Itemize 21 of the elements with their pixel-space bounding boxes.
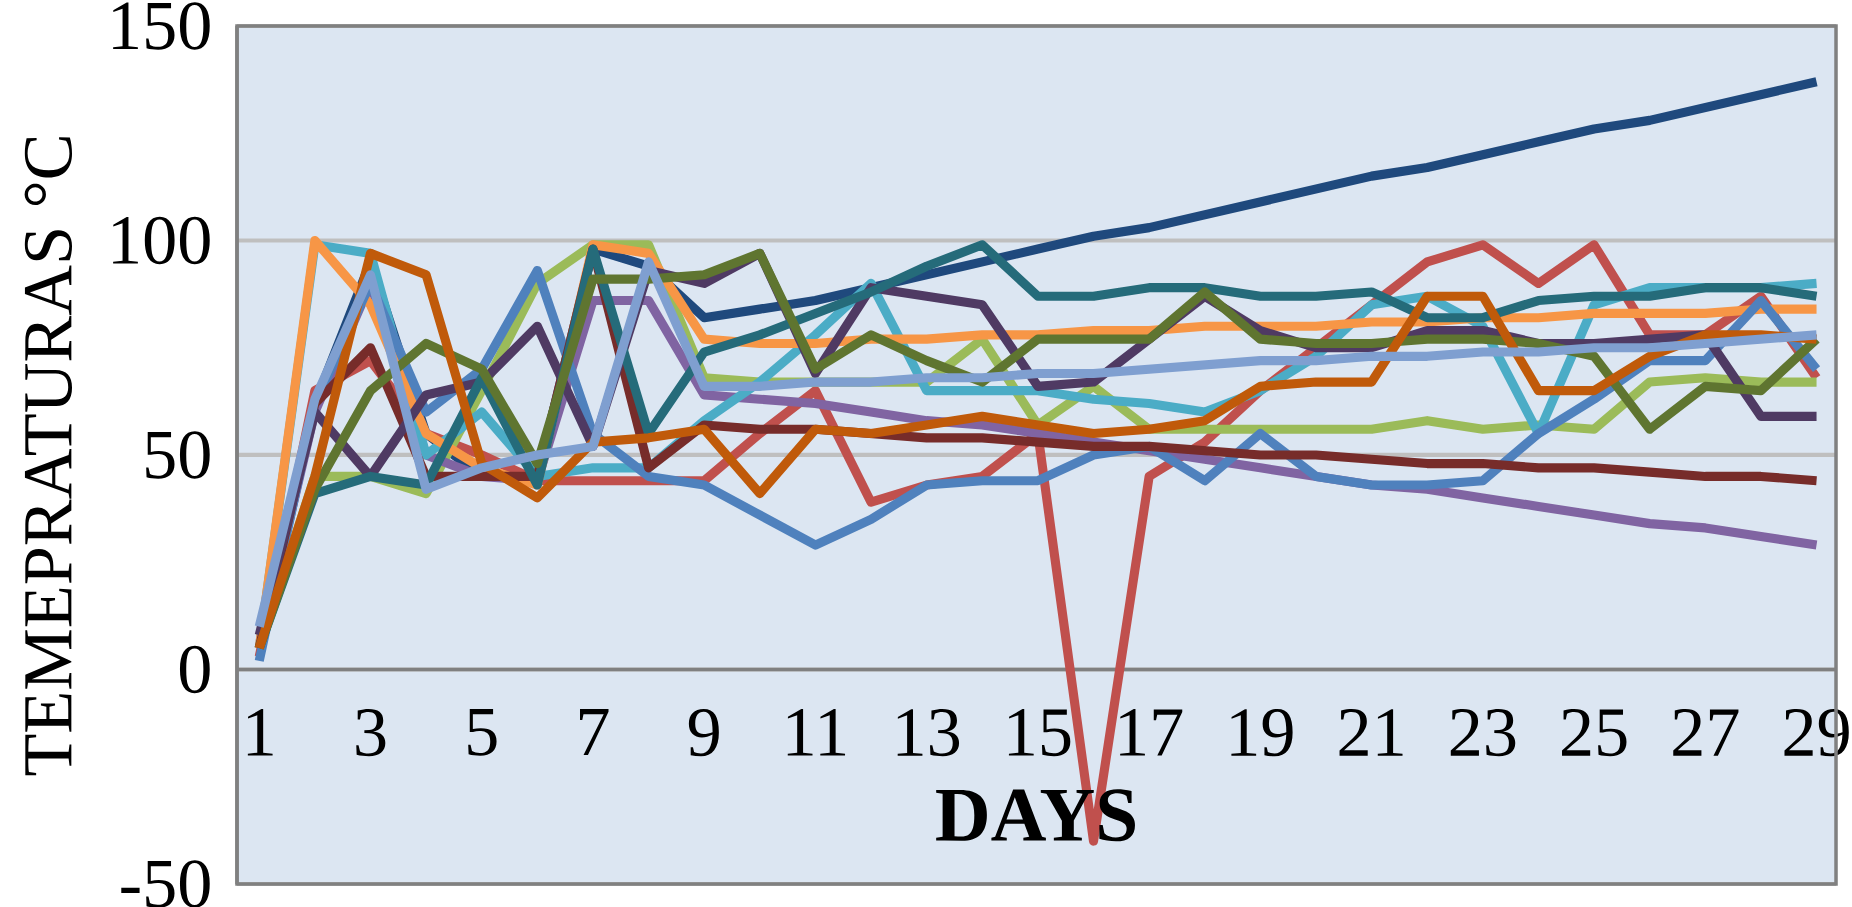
x-tick-label: 23 (1450, 709, 1516, 757)
y-tick-label: 50 (146, 431, 210, 479)
x-tick-label: 7 (580, 709, 609, 756)
y-axis-title: TEMEPRATURAS °C (24, 137, 73, 776)
x-tick-label: 11 (787, 709, 846, 756)
x-tick-label: 29 (1784, 709, 1849, 757)
x-tick-label: 13 (897, 709, 960, 757)
x-tick-label: 17 (1120, 709, 1183, 756)
x-tick-label: 25 (1562, 709, 1627, 757)
x-tick-label: 21 (1339, 709, 1403, 756)
y-tick-label: 100 (113, 216, 210, 265)
y-tick-label: -50 (121, 860, 210, 907)
x-tick-label: 3 (356, 709, 386, 757)
x-tick-label: 27 (1673, 709, 1739, 756)
x-tick-label: 9 (688, 709, 719, 757)
x-tick-label: 5 (468, 709, 497, 756)
x-tick-label: 1 (247, 709, 273, 756)
x-tick-label: 15 (1008, 709, 1071, 757)
x-tick-label: 19 (1231, 709, 1293, 757)
y-tick-label: 150 (113, 2, 210, 50)
y-tick-label: 0 (179, 645, 210, 694)
